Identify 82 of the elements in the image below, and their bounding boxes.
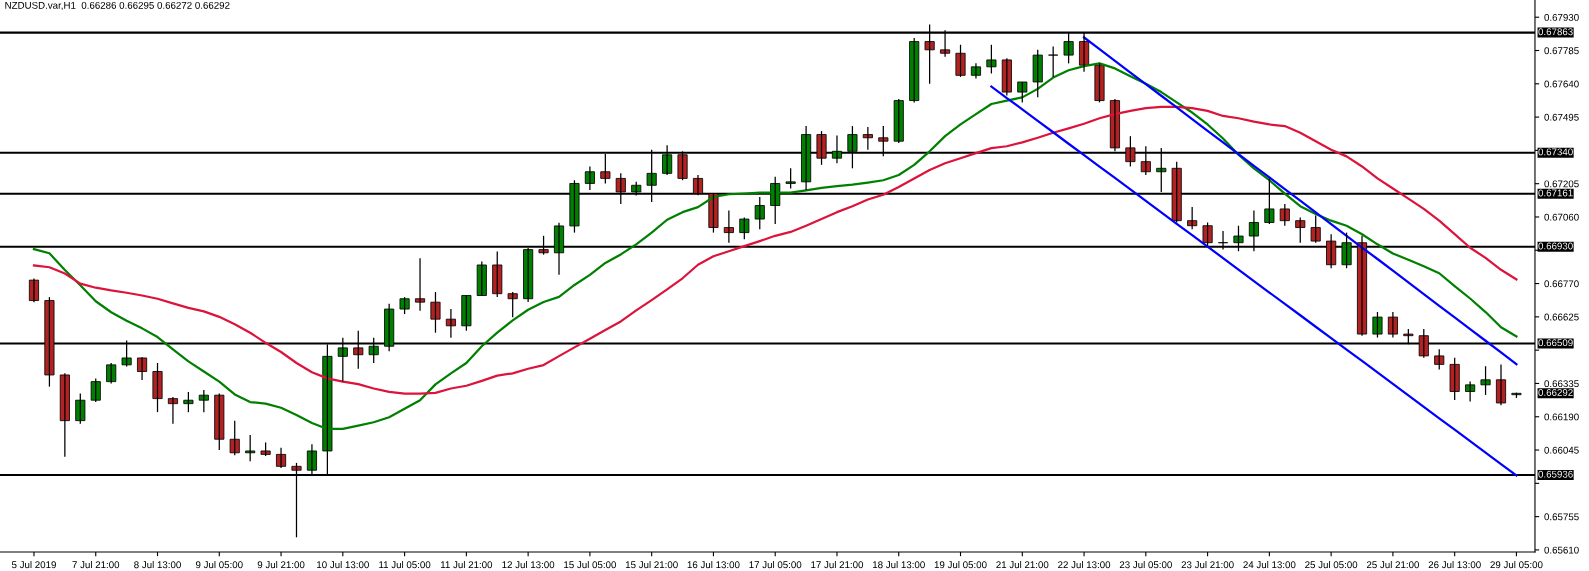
candlestick — [430, 291, 441, 334]
y-tick-label: 0.66770 — [1544, 280, 1579, 288]
ref-line-label: 0.66509 — [1538, 339, 1573, 347]
line-series — [990, 85, 1518, 477]
x-tick-label: 7 Jul 21:00 — [72, 561, 120, 569]
x-tick-label: 23 Jul 21:00 — [1181, 561, 1234, 569]
x-tick-label: 5 Jul 2019 — [11, 561, 56, 569]
candlestick — [739, 216, 750, 240]
y-tick-label: 0.66335 — [1544, 380, 1579, 388]
x-tick-label: 9 Jul 05:00 — [195, 561, 243, 569]
y-tick-label: 0.66625 — [1544, 313, 1579, 321]
candlestick — [152, 362, 163, 413]
candlestick — [1094, 62, 1105, 104]
x-tick-label: 18 Jul 13:00 — [873, 561, 925, 569]
x-tick-label: 25 Jul 21:00 — [1366, 561, 1420, 569]
x-tick-label: 9 Jul 21:00 — [257, 561, 305, 569]
x-tick-label: 11 Jul 21:00 — [440, 561, 493, 569]
x-tick-label: 22 Jul 13:00 — [1058, 561, 1111, 569]
candlestick — [1202, 221, 1213, 247]
x-tick-label: 17 Jul 05:00 — [749, 561, 802, 569]
candlestick — [461, 294, 472, 332]
x-tick-label: 24 Jul 13:00 — [1243, 561, 1296, 569]
candlestick — [492, 250, 503, 298]
x-tick-label: 11 Jul 05:00 — [379, 561, 431, 569]
candlestick — [893, 98, 904, 144]
candlestick — [183, 391, 194, 413]
y-tick-label: 0.66045 — [1544, 446, 1579, 454]
x-tick-label: 16 Jul 13:00 — [687, 561, 740, 569]
x-tick-label: 17 Jul 21:00 — [811, 561, 864, 569]
candlestick — [75, 392, 86, 425]
ref-line-label: 0.66930 — [1538, 242, 1573, 250]
ref-line-label: 0.67340 — [1538, 148, 1573, 156]
x-tick-label: 19 Jul 05:00 — [934, 561, 987, 569]
candlestick — [198, 389, 209, 413]
candlestick — [785, 167, 796, 190]
y-tick-label: 0.66190 — [1544, 413, 1579, 421]
candlestick — [1449, 357, 1460, 401]
candlestick — [1434, 348, 1445, 371]
candlestick — [1295, 216, 1306, 244]
candlestick — [1017, 81, 1028, 104]
line-series — [32, 105, 1518, 395]
candlestick — [214, 392, 225, 451]
candlestick — [754, 196, 765, 230]
candlestick — [1187, 206, 1198, 230]
x-tick-label: 12 Jul 13:00 — [502, 561, 555, 569]
ref-line-label: 0.65936 — [1538, 470, 1573, 478]
x-tick-label: 25 Jul 05:00 — [1305, 561, 1358, 569]
candlestick — [90, 377, 101, 403]
candlestick — [106, 362, 117, 385]
line-series — [1082, 36, 1518, 366]
ref-line-label: 0.67863 — [1538, 28, 1573, 36]
candlestick — [476, 260, 487, 297]
x-tick-label: 10 Jul 13:00 — [317, 561, 369, 569]
candlestick — [414, 257, 426, 312]
x-tick-label: 15 Jul 05:00 — [564, 561, 617, 569]
x-tick-label: 23 Jul 05:00 — [1119, 561, 1172, 569]
x-tick-label: 8 Jul 13:00 — [134, 561, 181, 569]
text: 0.66292 — [1538, 389, 1573, 396]
candlestick — [507, 291, 518, 318]
x-tick-label: 29 Jul 05:00 — [1490, 561, 1543, 569]
y-tick-label: 0.67060 — [1544, 213, 1579, 221]
candlestick — [229, 420, 240, 456]
y-tick-label: 0.65610 — [1544, 546, 1579, 554]
x-tick-label: 21 Jul 21:00 — [996, 561, 1049, 569]
candlestick — [1310, 214, 1321, 244]
y-tick-label: 0.67930 — [1544, 13, 1579, 21]
x-tick-label: 15 Jul 21:00 — [625, 561, 678, 569]
y-tick-label: 0.67495 — [1544, 113, 1579, 121]
y-tick-label: 0.67205 — [1544, 180, 1579, 188]
candlestick — [1480, 365, 1491, 396]
chart-title: NZDUSD.var,H1 0.66286 0.66295 0.66272 0.66292 — [5, 1, 230, 10]
candlestick — [1372, 311, 1383, 339]
candlestick — [245, 434, 256, 462]
y-tick-label: 0.67785 — [1544, 47, 1579, 55]
candlestick — [1279, 203, 1290, 227]
y-tick-label: 0.65755 — [1544, 513, 1579, 521]
y-tick-label: 0.67640 — [1544, 80, 1579, 88]
candlestick — [1001, 57, 1012, 97]
candlestick — [955, 44, 966, 78]
ref-line-label: 0.67161 — [1538, 189, 1573, 197]
x-tick-label: 26 Jul 13:00 — [1428, 561, 1481, 569]
candlestick — [986, 44, 997, 75]
